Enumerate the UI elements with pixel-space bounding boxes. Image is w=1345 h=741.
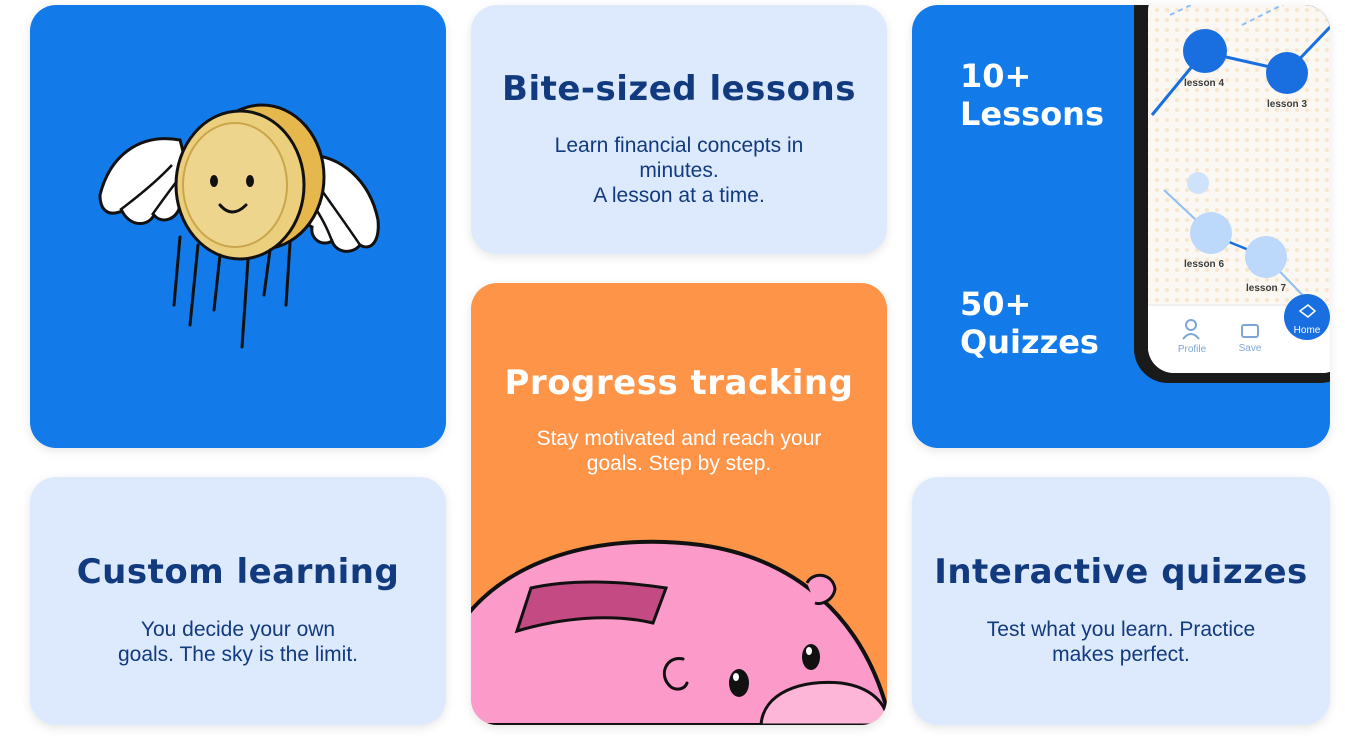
interactive-quizzes-title: Interactive quizzes <box>934 552 1308 592</box>
nav-profile-label[interactable]: Profile <box>1178 344 1207 355</box>
progress-tracking-title: Progress tracking <box>504 363 854 403</box>
bite-sized-lessons-description: Learn financial concepts in minutes. A l… <box>554 134 804 207</box>
bite-sized-lessons-title: Bite-sized lessons <box>502 69 856 109</box>
bite-sized-lessons-card: Bite-sized lessons Learn financial conce… <box>471 5 887 254</box>
quizzes-count: 50+ <box>960 285 1032 323</box>
node-label-lesson-4: lesson 4 <box>1184 78 1224 89</box>
nav-home-label[interactable]: Home <box>1294 325 1321 336</box>
progress-tracking-card: Progress tracking Stay motivated and rea… <box>471 283 887 725</box>
quizzes-label: Quizzes <box>960 323 1099 361</box>
node-label-lesson-7: lesson 7 <box>1246 283 1286 294</box>
lessons-label: Lessons <box>960 95 1104 133</box>
nav-save-label[interactable]: Save <box>1239 343 1262 354</box>
custom-learning-title: Custom learning <box>76 552 400 592</box>
flying-coin-icon <box>98 103 380 349</box>
quizzes-stat: 50+ Quizzes <box>960 285 1099 361</box>
interactive-quizzes-card: Interactive quizzes Test what you learn.… <box>912 477 1330 725</box>
phone-labels: lesson 4 lesson 3 lesson 6 lesson 7 Prof… <box>1178 78 1321 355</box>
interactive-quizzes-description: Test what you learn. Practice makes perf… <box>986 618 1256 666</box>
lessons-stat: 10+ Lessons <box>960 57 1104 133</box>
stats-card: 10+ Lessons 50+ Quizzes <box>912 5 1330 448</box>
coin-illustration-card <box>30 5 446 448</box>
piggy-bank-icon <box>471 539 887 725</box>
custom-learning-description: You decide your own goals. The sky is th… <box>117 618 359 666</box>
custom-learning-card: Custom learning You decide your own goal… <box>30 477 446 725</box>
progress-tracking-description: Stay motivated and reach your goals. Ste… <box>536 427 822 475</box>
node-label-lesson-6: lesson 6 <box>1184 259 1224 270</box>
phone-mockup <box>1134 5 1330 383</box>
node-label-lesson-3: lesson 3 <box>1267 99 1307 110</box>
lessons-count: 10+ <box>960 57 1032 95</box>
